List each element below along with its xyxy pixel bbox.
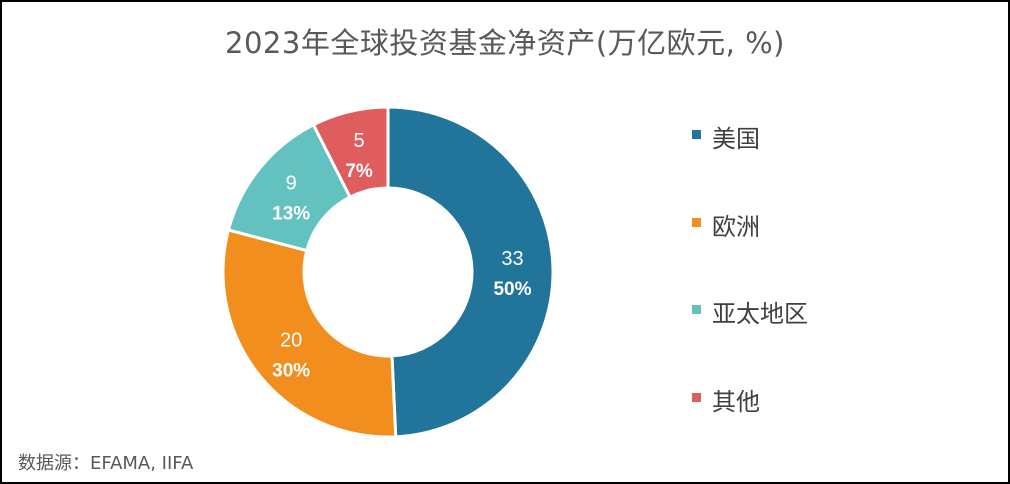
percent-label-asia-pacific: 13% [272, 204, 310, 225]
legend-swatch [692, 305, 701, 314]
donut-slices [221, 105, 555, 439]
value-label-europe: 20 [280, 329, 302, 351]
legend-label: 其他 [712, 388, 760, 416]
value-label-us: 33 [501, 248, 523, 270]
legend-label: 亚太地区 [712, 300, 808, 328]
legend-swatch [692, 218, 701, 227]
legend-label: 欧洲 [712, 213, 760, 241]
percent-label-europe: 30% [272, 360, 310, 381]
chart-title: 2023年全球投资基金净资产(万亿欧元, %) [225, 26, 785, 60]
legend-swatch [692, 130, 701, 139]
source-note: 数据源：EFAMA, IIFA [18, 453, 194, 474]
percent-label-us: 50% [493, 279, 531, 300]
legend-label: 美国 [712, 125, 760, 153]
value-label-other: 5 [354, 130, 365, 152]
slice-us [386, 105, 555, 439]
value-label-asia-pacific: 9 [286, 173, 297, 195]
slice-other [311, 105, 390, 200]
slice-europe [221, 228, 398, 439]
legend-swatch [692, 393, 701, 402]
data-labels: 33 50% 20 30% 9 13% 5 7% [272, 130, 531, 381]
percent-label-other: 7% [345, 161, 373, 182]
